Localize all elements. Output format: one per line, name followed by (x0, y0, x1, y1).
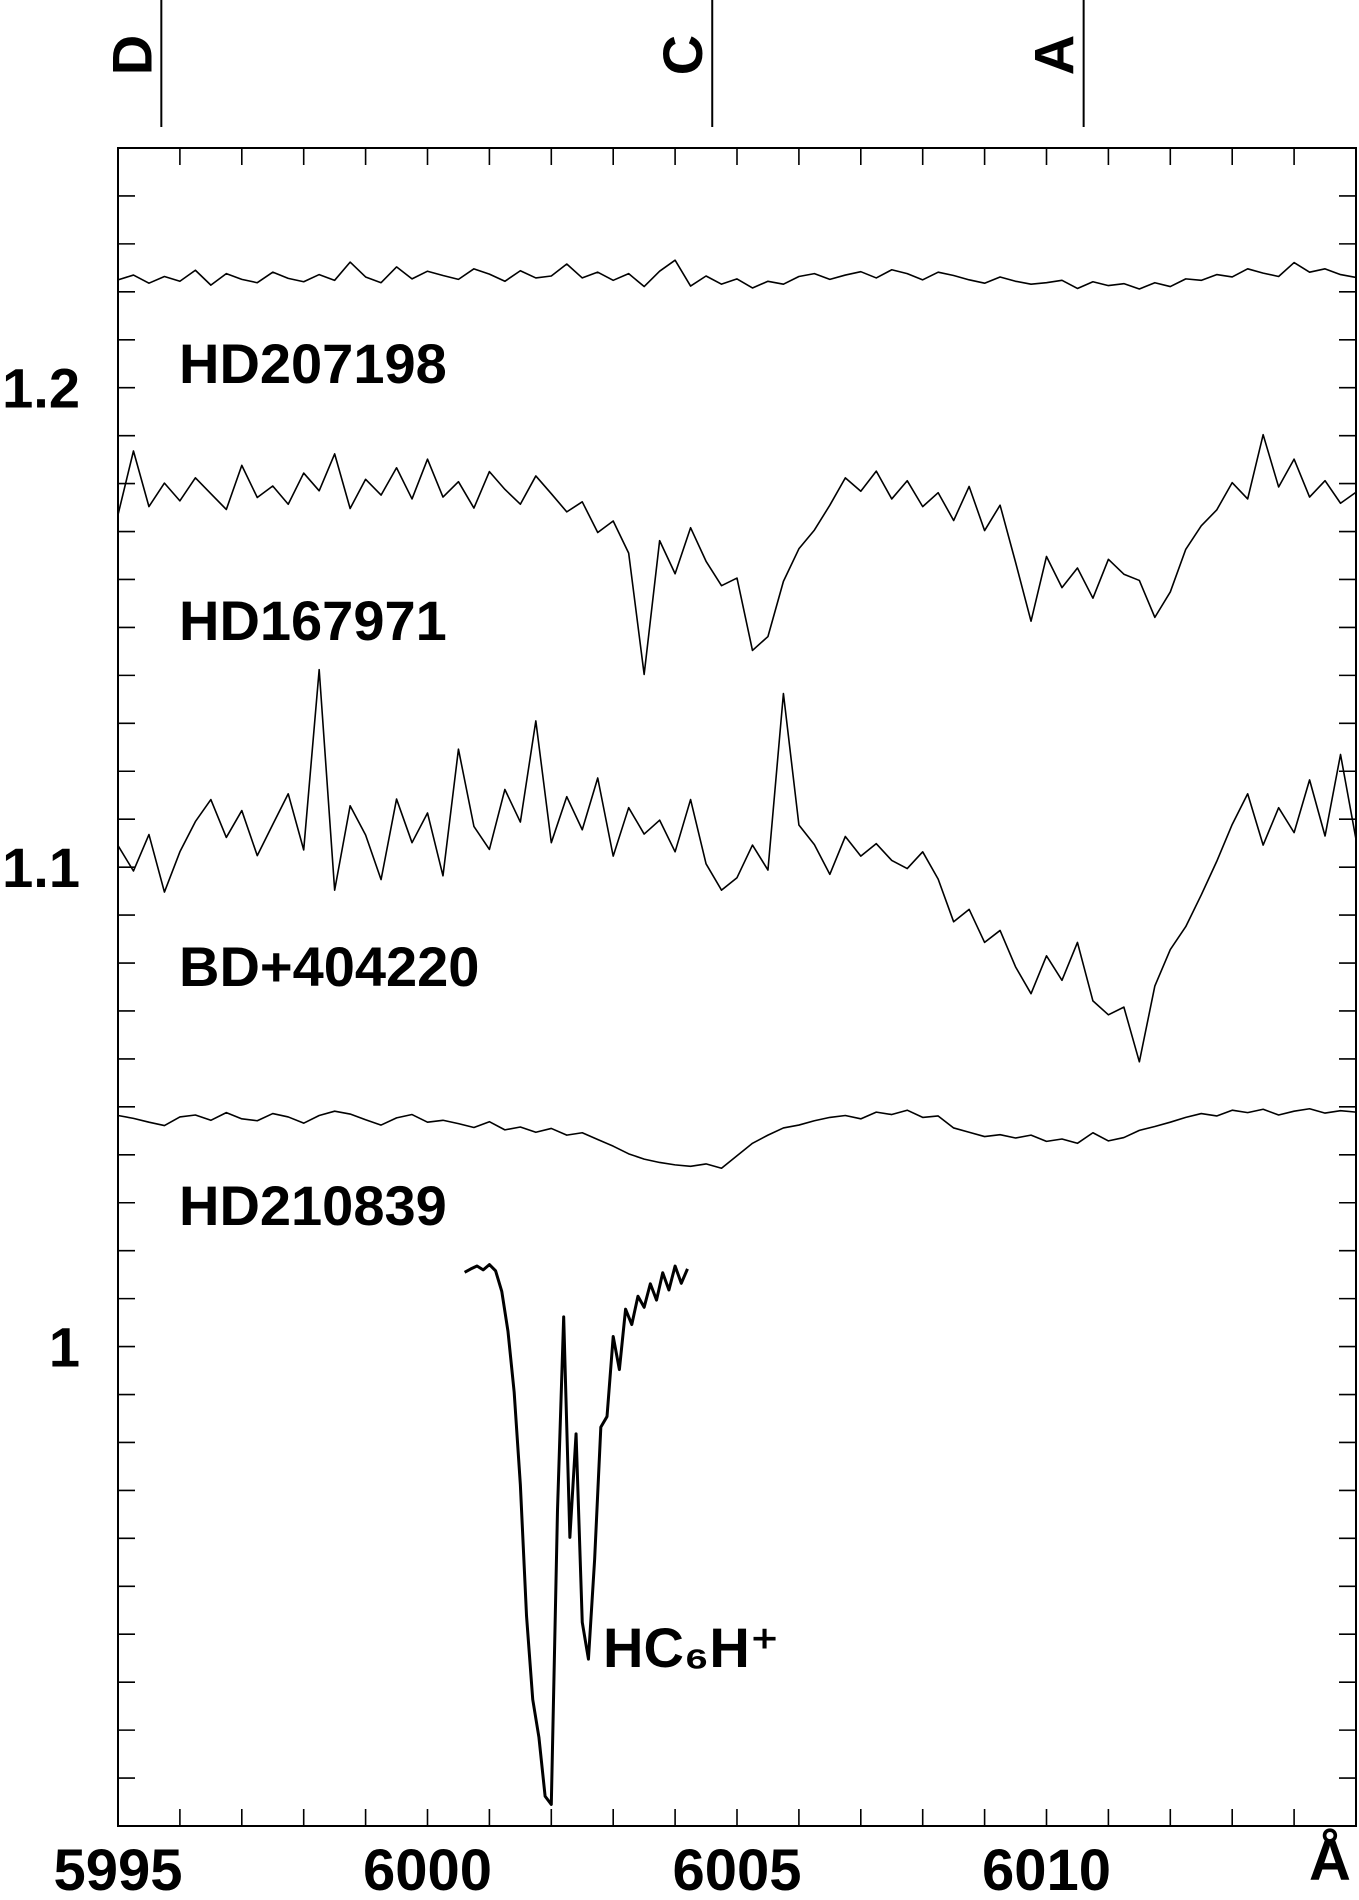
x-tick-label: 5995 (53, 1838, 182, 1900)
series-label: HD210839 (179, 1174, 447, 1237)
x-tick-label: 6005 (672, 1838, 801, 1900)
x-tick-label: 6000 (363, 1838, 492, 1900)
marker-label: A (1023, 35, 1086, 75)
series-label: HC₆H⁺ (603, 1616, 779, 1679)
x-tick-label: 6010 (982, 1838, 1111, 1900)
y-tick-label: 1.2 (2, 357, 80, 420)
spectrum-line (117, 433, 1357, 676)
marker-label: D (100, 35, 163, 75)
marker-label: C (651, 35, 714, 75)
series-label: BD+404220 (179, 935, 479, 998)
y-tick-label: 1 (49, 1316, 80, 1379)
spectrum-line (463, 1263, 689, 1806)
x-axis-unit: Å (1309, 1828, 1351, 1893)
spectrum-line (117, 668, 1357, 1063)
y-tick-label: 1.1 (2, 836, 80, 899)
series-label: HD207198 (179, 332, 447, 395)
spectrum-line (117, 259, 1357, 290)
spectrum-line (117, 1107, 1357, 1170)
series-label: HD167971 (179, 589, 447, 652)
